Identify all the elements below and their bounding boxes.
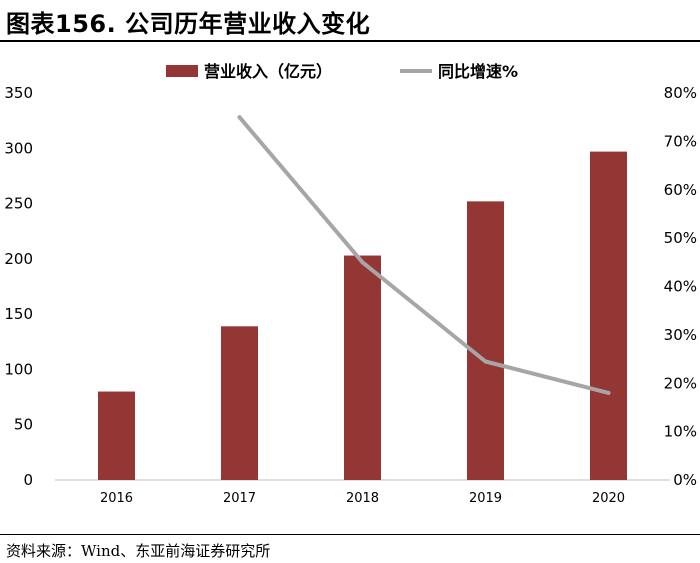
y-left-tick-label: 150 — [4, 305, 33, 323]
legend-label-growth: 同比增速% — [438, 62, 518, 81]
y-left-tick-label: 200 — [4, 250, 33, 268]
revenue-bar — [590, 151, 627, 481]
y-left-tick-label: 50 — [14, 416, 33, 434]
revenue-bar — [344, 255, 381, 480]
legend-swatch-revenue — [166, 65, 198, 77]
y-right-tick-label: 10% — [664, 423, 697, 441]
growth-rate-point — [483, 359, 488, 364]
growth-rate-point — [606, 390, 611, 395]
x-tick-label: 2017 — [223, 491, 256, 506]
y-right-tick-label: 20% — [664, 374, 697, 392]
y-right-tick-label: 70% — [664, 132, 697, 150]
y-right-tick-label: 30% — [664, 326, 697, 344]
y-left-tick-label: 250 — [4, 195, 33, 213]
footer-divider — [0, 534, 700, 535]
y-left-tick-label: 100 — [4, 360, 33, 378]
y-right-tick-label: 0% — [673, 471, 697, 489]
chart-canvas: 0 50 100 150 200 250 300 350 0% 10% 20% 30% 40% 50% 60… — [4, 62, 697, 506]
y-right-tick-label: 50% — [664, 229, 697, 247]
title-divider — [0, 40, 700, 42]
x-tick-label: 2016 — [100, 491, 133, 506]
title-bar: 图表156. 公司历年营业收入变化 — [0, 0, 700, 40]
y-left-tick-label: 350 — [4, 84, 33, 102]
revenue-chart: 0 50 100 150 200 250 300 350 0% 10% 20% 30% 40% 50% 60… — [0, 42, 700, 532]
page-title: 图表156. 公司历年营业收入变化 — [6, 10, 371, 38]
y-right-tick-label: 60% — [664, 181, 697, 199]
revenue-bar — [221, 326, 258, 480]
source-note: 资料来源：Wind、东亚前海证券研究所 — [6, 542, 271, 560]
y-left-tick-label: 0 — [23, 471, 33, 489]
revenue-bar — [98, 391, 135, 480]
x-tick-label: 2020 — [592, 491, 625, 506]
x-tick-label: 2019 — [469, 491, 502, 506]
x-tick-label: 2018 — [346, 491, 379, 506]
growth-rate-point — [360, 260, 365, 265]
revenue-bar — [467, 201, 504, 481]
growth-rate-line — [237, 115, 611, 395]
y-right-tick-label: 80% — [664, 84, 697, 102]
growth-rate-point — [237, 115, 242, 120]
y-left-tick-label: 300 — [4, 139, 33, 157]
y-right-tick-label: 40% — [664, 278, 697, 296]
legend-label-revenue: 营业收入（亿元） — [204, 62, 332, 81]
